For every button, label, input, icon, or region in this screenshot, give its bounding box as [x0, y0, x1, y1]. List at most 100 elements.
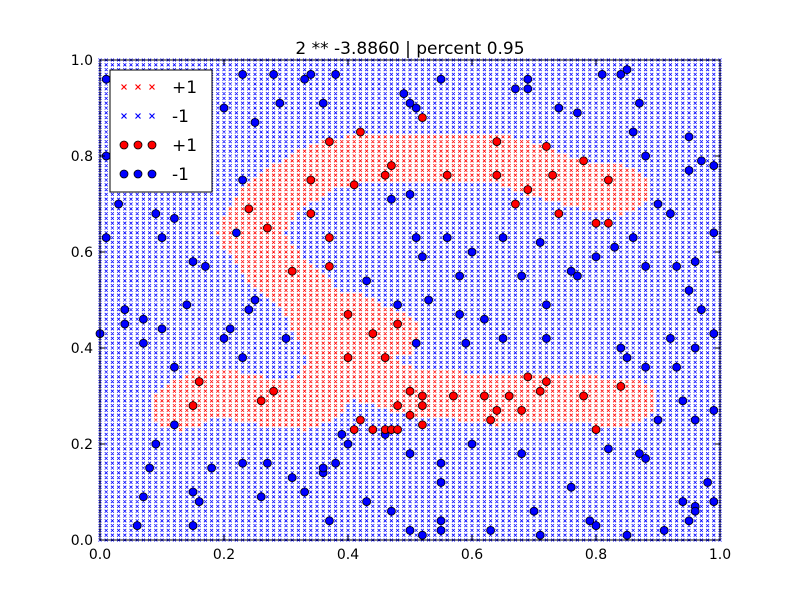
point-negative — [169, 213, 179, 223]
legend: +1 -1 +1 -1 — [109, 69, 213, 193]
point-positive — [604, 218, 613, 228]
point-negative — [256, 492, 266, 502]
point-negative — [238, 458, 248, 468]
point-negative — [517, 449, 526, 459]
point-negative — [585, 516, 595, 526]
point-negative — [386, 194, 396, 204]
point-negative — [653, 199, 663, 209]
point-negative — [616, 343, 626, 353]
chart-title: 2 ** -3.8860 | percent 0.95 — [295, 39, 524, 59]
y-tick-label: 0.2 — [71, 437, 93, 453]
point-negative — [138, 314, 148, 324]
point-negative — [151, 209, 161, 219]
point-positive — [616, 381, 626, 391]
point-negative — [343, 439, 353, 449]
point-negative — [622, 530, 632, 540]
point-negative — [393, 300, 403, 310]
legend-label: -1 — [172, 165, 189, 185]
point-negative — [461, 338, 471, 348]
point-negative — [281, 333, 291, 343]
point-negative — [238, 353, 248, 363]
point-positive — [511, 199, 520, 209]
point-negative — [169, 362, 179, 372]
point-positive — [349, 425, 359, 435]
x-tick-label: 1.0 — [709, 547, 731, 563]
point-negative — [120, 319, 130, 329]
point-negative — [573, 108, 582, 118]
point-positive — [355, 127, 365, 137]
point-negative — [411, 103, 421, 113]
legend-label: -1 — [172, 107, 189, 127]
point-negative — [331, 70, 341, 79]
point-negative — [511, 84, 520, 94]
point-negative — [635, 98, 644, 108]
legend-entries: +1 -1 +1 -1 — [119, 78, 197, 185]
point-negative — [529, 506, 539, 516]
point-positive — [368, 425, 378, 435]
point-positive — [492, 405, 502, 415]
point-negative — [200, 261, 210, 271]
point-negative — [399, 89, 409, 98]
point-negative — [591, 252, 601, 262]
y-tick-label: 0.4 — [71, 341, 93, 357]
point-negative — [362, 497, 372, 507]
point-positive — [194, 377, 204, 387]
point-positive — [188, 401, 198, 411]
point-positive — [393, 319, 403, 329]
plot-area: 0.0 0.2 0.4 0.6 0.8 1.0 0.0 0.2 0.4 0.6 0.8 1.0 +1 -… — [71, 53, 731, 563]
point-negative — [684, 165, 694, 175]
point-negative — [405, 449, 415, 459]
point-negative — [331, 458, 341, 468]
y-tick-label: 0.8 — [71, 149, 93, 165]
legend-marker-circle — [133, 169, 143, 179]
point-positive — [417, 401, 427, 411]
point-positive — [535, 386, 545, 396]
legend-marker-circle — [147, 140, 157, 150]
point-negative — [653, 415, 663, 425]
point-negative — [231, 228, 241, 238]
point-positive — [417, 391, 427, 401]
legend-marker-x — [135, 84, 141, 90]
point-negative — [604, 444, 613, 454]
point-positive — [554, 209, 564, 219]
point-negative — [690, 415, 700, 425]
point-negative — [405, 98, 415, 108]
point-negative — [684, 516, 694, 526]
point-positive — [448, 391, 458, 401]
point-negative — [523, 84, 533, 94]
x-tick-label: 0.2 — [213, 547, 235, 563]
point-negative — [666, 333, 675, 343]
point-negative — [238, 70, 248, 79]
point-negative — [300, 487, 310, 497]
point-negative — [132, 521, 142, 530]
point-negative — [535, 237, 545, 247]
point-positive — [244, 204, 254, 214]
point-positive — [256, 396, 266, 406]
point-negative — [114, 199, 123, 209]
point-negative — [523, 74, 533, 84]
point-positive — [368, 329, 378, 339]
point-negative — [659, 526, 669, 535]
point-negative — [300, 74, 310, 84]
point-negative — [405, 189, 415, 199]
y-tick-label: 0.6 — [71, 245, 93, 261]
point-negative — [250, 295, 260, 305]
point-negative — [622, 65, 632, 74]
point-positive — [523, 372, 533, 382]
grid-markers-positive — [154, 135, 654, 432]
point-negative — [275, 98, 285, 108]
legend-marker-x — [121, 84, 127, 90]
point-negative — [678, 396, 688, 406]
point-negative — [138, 492, 148, 502]
point-negative — [182, 300, 192, 310]
point-negative — [324, 516, 334, 526]
point-positive — [405, 410, 415, 420]
point-negative — [628, 127, 638, 137]
point-positive — [591, 425, 601, 435]
point-negative — [157, 324, 167, 334]
point-positive — [492, 137, 502, 147]
point-positive — [517, 405, 526, 415]
point-negative — [250, 118, 260, 127]
point-negative — [442, 233, 452, 243]
point-positive — [492, 170, 502, 180]
